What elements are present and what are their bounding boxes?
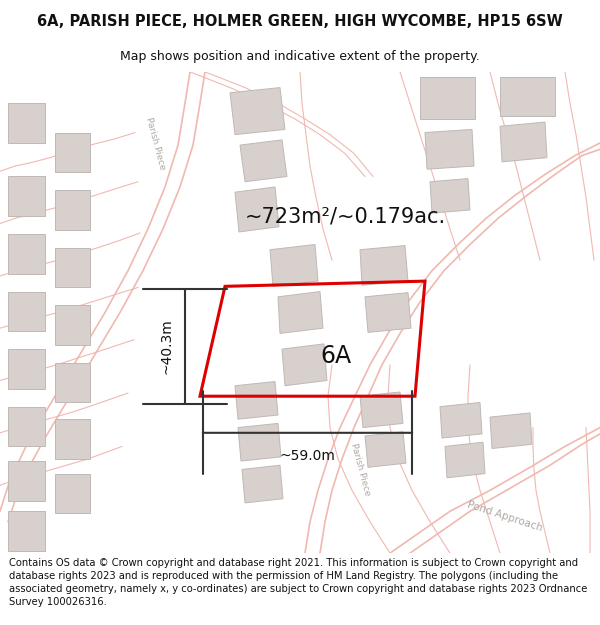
Polygon shape [425,129,474,169]
Polygon shape [8,407,45,446]
Polygon shape [55,132,90,173]
Polygon shape [500,77,555,116]
Polygon shape [360,392,403,428]
Polygon shape [55,419,90,459]
Polygon shape [420,77,475,119]
Polygon shape [445,442,485,478]
Polygon shape [8,234,45,274]
Polygon shape [282,344,327,386]
Polygon shape [55,190,90,230]
Polygon shape [238,423,281,461]
Text: Map shows position and indicative extent of the property.: Map shows position and indicative extent… [120,49,480,62]
Polygon shape [500,122,547,162]
Text: 6A, PARISH PIECE, HOLMER GREEN, HIGH WYCOMBE, HP15 6SW: 6A, PARISH PIECE, HOLMER GREEN, HIGH WYC… [37,14,563,29]
Polygon shape [55,362,90,403]
Polygon shape [55,305,90,345]
Text: ~40.3m: ~40.3m [159,319,173,374]
Text: Pond Approach: Pond Approach [466,499,544,533]
Polygon shape [240,140,287,182]
Polygon shape [430,179,470,213]
Polygon shape [8,103,45,143]
Polygon shape [230,88,285,134]
Polygon shape [365,292,411,332]
Polygon shape [55,248,90,288]
Polygon shape [278,292,323,333]
Polygon shape [235,187,279,232]
Polygon shape [440,402,482,438]
Text: Parish Piece: Parish Piece [349,442,371,497]
Polygon shape [8,511,45,551]
Text: Contains OS data © Crown copyright and database right 2021. This information is : Contains OS data © Crown copyright and d… [9,558,587,607]
Polygon shape [8,461,45,501]
Polygon shape [8,349,45,389]
Text: ~723m²/~0.179ac.: ~723m²/~0.179ac. [245,206,446,226]
Polygon shape [8,292,45,331]
Polygon shape [360,246,408,285]
Polygon shape [55,474,90,513]
Polygon shape [242,465,283,503]
Polygon shape [270,244,318,286]
Polygon shape [235,381,278,419]
Polygon shape [490,413,532,449]
Polygon shape [8,176,45,216]
Text: 6A: 6A [320,344,352,367]
Polygon shape [365,432,406,468]
Text: ~59.0m: ~59.0m [280,449,335,463]
Text: Parish Piece: Parish Piece [143,116,166,171]
